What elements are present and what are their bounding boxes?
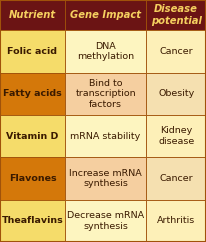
Text: Nutrient: Nutrient bbox=[9, 10, 56, 20]
Text: Flavones: Flavones bbox=[9, 174, 56, 183]
Text: Theaflavins: Theaflavins bbox=[2, 216, 63, 225]
Text: Cancer: Cancer bbox=[159, 174, 193, 183]
Bar bbox=[65, 115, 146, 157]
Bar bbox=[0, 200, 65, 242]
Bar bbox=[65, 30, 146, 73]
Bar bbox=[0, 115, 65, 157]
Bar bbox=[65, 0, 146, 30]
Text: Gene Impact: Gene Impact bbox=[70, 10, 141, 20]
Bar bbox=[65, 157, 146, 200]
Text: DNA
methylation: DNA methylation bbox=[77, 42, 134, 61]
Text: Vitamin D: Vitamin D bbox=[6, 132, 59, 141]
Text: Increase mRNA
synthesis: Increase mRNA synthesis bbox=[69, 169, 142, 188]
Text: Arthritis: Arthritis bbox=[157, 216, 195, 225]
Bar bbox=[0, 73, 65, 115]
Text: Disease
potential: Disease potential bbox=[151, 4, 201, 26]
Text: Decrease mRNA
synthesis: Decrease mRNA synthesis bbox=[67, 211, 144, 231]
Bar bbox=[146, 0, 206, 30]
Bar bbox=[0, 157, 65, 200]
Text: Kidney
disease: Kidney disease bbox=[158, 126, 194, 146]
Bar bbox=[146, 200, 206, 242]
Text: Cancer: Cancer bbox=[159, 47, 193, 56]
Bar bbox=[0, 30, 65, 73]
Bar bbox=[146, 73, 206, 115]
Text: Fatty acids: Fatty acids bbox=[3, 89, 62, 98]
Bar bbox=[146, 157, 206, 200]
Bar bbox=[65, 200, 146, 242]
Bar bbox=[146, 30, 206, 73]
Text: Obesity: Obesity bbox=[158, 89, 194, 98]
Text: mRNA stability: mRNA stability bbox=[70, 132, 141, 141]
Bar bbox=[65, 73, 146, 115]
Text: Bind to
transcription
factors: Bind to transcription factors bbox=[75, 79, 136, 109]
Bar bbox=[146, 115, 206, 157]
Text: Folic acid: Folic acid bbox=[7, 47, 57, 56]
Bar bbox=[0, 0, 65, 30]
